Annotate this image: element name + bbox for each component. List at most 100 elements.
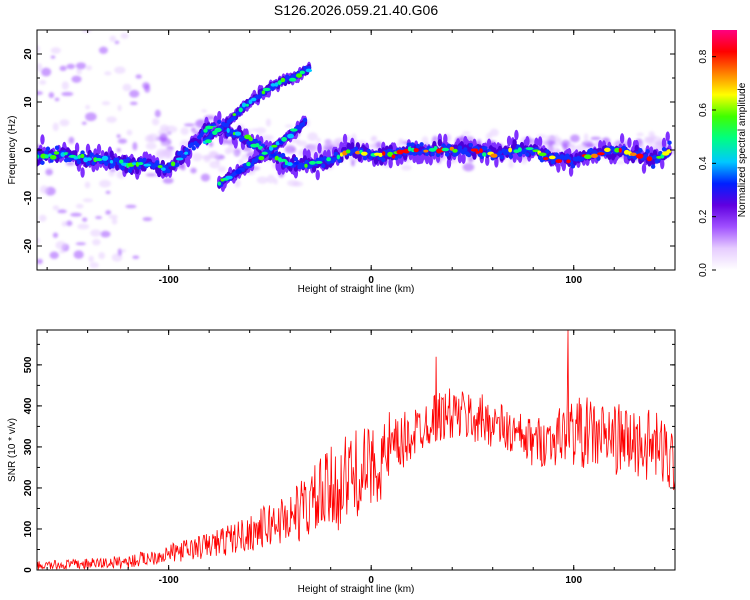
ridge-peak [299, 70, 306, 75]
ridge-cell [217, 110, 222, 122]
snr-axes: -100 0 100 0 100 200 300 400 500 [23, 330, 675, 586]
ridge-cell [120, 165, 125, 171]
ridge-cell [588, 147, 594, 153]
noise-blob [117, 248, 123, 256]
ridge-cell [232, 115, 237, 121]
ridge-peak [354, 150, 361, 155]
ridge-peak [246, 161, 251, 167]
noise-blob [180, 164, 186, 171]
noise-blob [37, 237, 40, 244]
noise-blob [375, 141, 382, 149]
noise-blob [644, 136, 656, 140]
ridge-cell [89, 152, 94, 157]
ridge-cell [419, 142, 424, 147]
noise-blob [98, 46, 108, 54]
ridge-peak [184, 151, 189, 155]
ridge-cell [621, 145, 627, 151]
noise-blob [105, 190, 111, 194]
noise-blob [52, 205, 60, 211]
noise-blob [114, 40, 120, 45]
noise-blob [125, 204, 137, 209]
ridge-cell [437, 138, 443, 147]
ridge-cell [189, 142, 195, 147]
snr-frame [36, 329, 676, 571]
noise-blob [41, 67, 52, 77]
noise-blob [545, 135, 554, 142]
ridge-peak [288, 77, 297, 82]
ridge-peak [204, 139, 212, 144]
ridge-peak [77, 154, 81, 159]
ridge-peak [49, 154, 57, 160]
ridge-peak [138, 162, 144, 165]
ridge-peak [555, 159, 562, 164]
noise-blob [65, 161, 75, 166]
noise-blob [55, 241, 67, 250]
noise-blob [37, 62, 43, 72]
noise-blob [151, 118, 160, 126]
ridge-cell [319, 157, 324, 162]
noise-blob [324, 140, 333, 148]
noise-blob [73, 250, 84, 259]
ridge-cell [175, 162, 180, 167]
noise-blob [462, 131, 471, 135]
ridge-peak [304, 163, 308, 168]
spectrogram-ridges [37, 61, 672, 193]
noise-blob [37, 258, 43, 265]
ridge-peak [85, 157, 92, 161]
noise-blob [85, 105, 91, 110]
noise-blob [116, 148, 121, 153]
ridge-cell [226, 132, 231, 137]
ridge-peak [305, 68, 313, 73]
noise-blob [45, 168, 53, 176]
noise-blob [520, 156, 528, 165]
noise-blob [217, 166, 226, 173]
noise-blob [273, 178, 278, 185]
noise-blob [61, 81, 69, 90]
noise-blob [489, 128, 499, 137]
ridge-peak [119, 159, 124, 164]
noise-blob [75, 203, 84, 209]
ridge-peak [452, 148, 458, 153]
noise-blob [233, 148, 240, 155]
ridge-cell [109, 150, 114, 158]
ridge-peak [508, 147, 513, 153]
noise-blob [82, 198, 93, 203]
noise-blob [105, 210, 112, 215]
ridge-peak [470, 148, 479, 152]
noise-blob [100, 230, 111, 238]
noise-blob [50, 47, 61, 54]
ridge-cell [76, 159, 82, 165]
ridge-cell [342, 133, 348, 145]
ridge-peak [646, 156, 653, 162]
ridge-peak [73, 156, 79, 160]
noise-blob [59, 65, 67, 72]
noise-blob [68, 136, 75, 144]
x-tick-label: -100 [159, 275, 179, 286]
ridge-peak [143, 163, 151, 167]
ridge-cell [512, 152, 517, 163]
x-tick-label: 100 [565, 575, 582, 586]
ridge-peak [203, 128, 208, 133]
noise-blob [90, 229, 102, 237]
ridge-peak [629, 152, 637, 157]
ridge-cell [182, 153, 187, 159]
ridge-cell [430, 151, 435, 157]
ridge-cell [545, 149, 550, 154]
noise-blob [142, 217, 153, 222]
ridge-cell [302, 117, 308, 123]
ridge-cell [54, 145, 60, 151]
ridge-peak [262, 87, 271, 92]
ridge-peak [286, 162, 293, 167]
noise-blob [266, 174, 275, 184]
noise-blob [111, 217, 118, 225]
noise-blob [255, 127, 267, 134]
ridge-cell [173, 155, 178, 164]
noise-blob [116, 134, 121, 139]
noise-blob [200, 173, 211, 182]
ridge-cell [300, 121, 306, 127]
ridge-cell [499, 154, 505, 160]
colorbar-tick-label: 0.4 [698, 156, 709, 170]
ridge-peak [226, 127, 230, 134]
ridge-cell [463, 147, 468, 152]
noise-blob [262, 134, 274, 141]
